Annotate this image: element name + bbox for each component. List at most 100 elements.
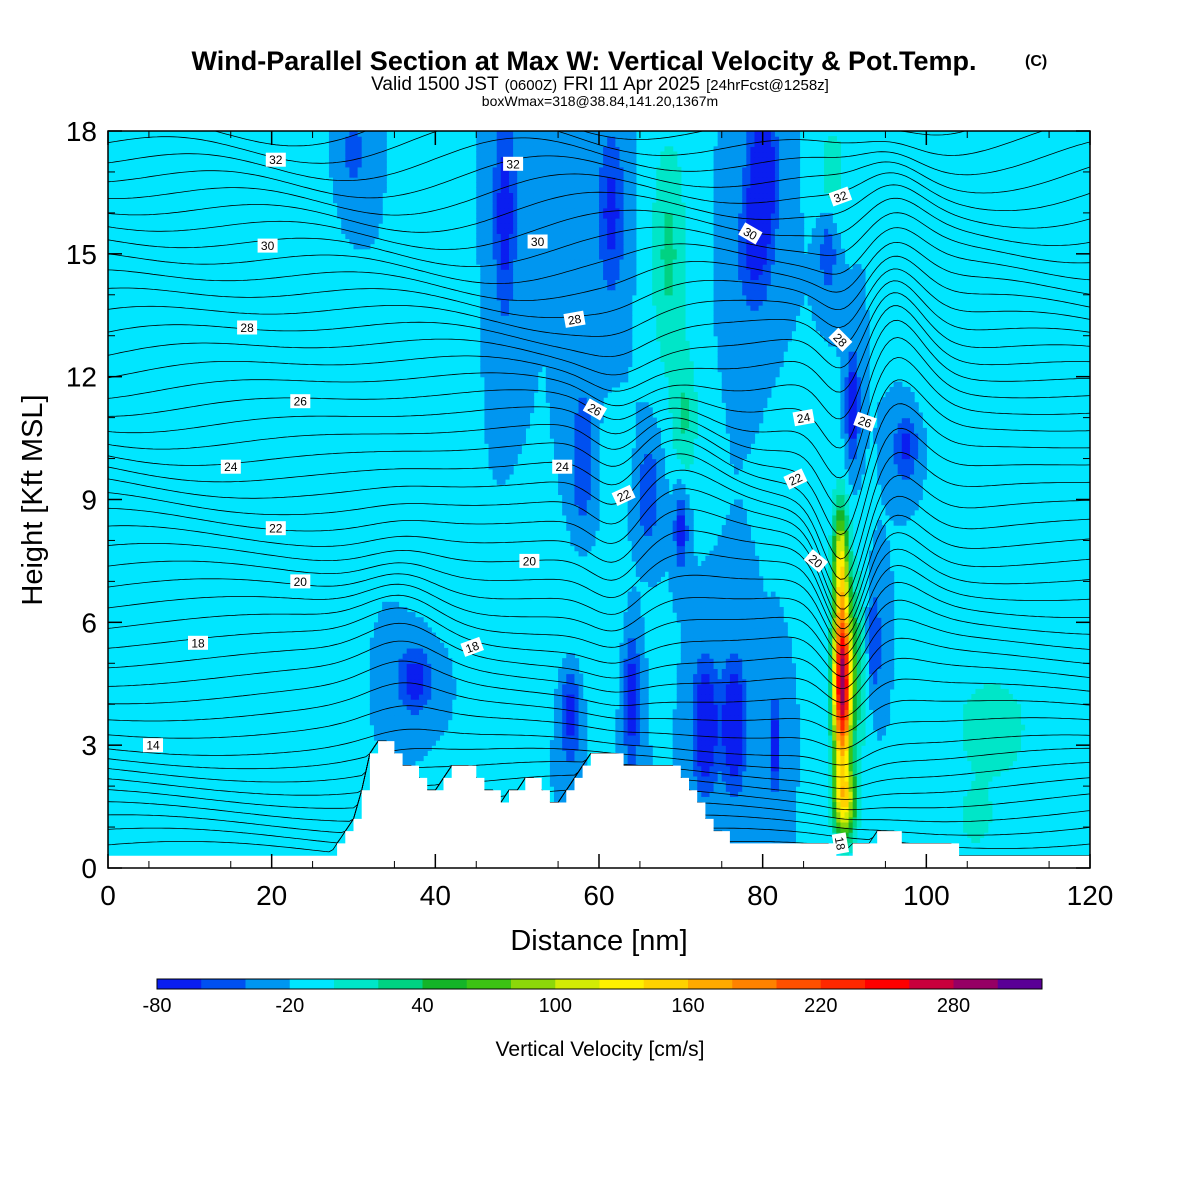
velocity-cell (766, 601, 772, 608)
velocity-cell (869, 699, 874, 705)
velocity-cell (987, 811, 993, 818)
velocity-cell (734, 530, 739, 536)
velocity-cell (558, 791, 563, 797)
velocity-cell (873, 566, 878, 572)
velocity-cell (635, 647, 641, 654)
velocity-cell (750, 693, 756, 700)
velocity-cell (991, 750, 997, 756)
velocity-cell (594, 458, 600, 465)
velocity-cell (909, 438, 915, 444)
velocity-cell (918, 494, 923, 501)
velocity-cell (504, 427, 510, 434)
velocity-cell (995, 704, 1001, 710)
velocity-cell (439, 642, 445, 649)
velocity-cell (574, 704, 580, 710)
velocity-cell (660, 550, 666, 557)
velocity-cell (664, 509, 670, 516)
velocity-cell (697, 632, 702, 639)
velocity-cell (729, 668, 735, 675)
velocity-cell (889, 438, 895, 444)
velocity-cell (582, 734, 588, 741)
velocity-cell (791, 832, 796, 838)
velocity-cell (717, 688, 723, 695)
velocity-cell (639, 550, 645, 557)
velocity-cell (713, 601, 719, 608)
velocity-cell (693, 786, 698, 792)
velocity-cell (774, 622, 780, 629)
velocity-cell (734, 770, 739, 777)
velocity-cell (754, 729, 760, 736)
velocity-cell (852, 837, 858, 844)
velocity-cell (635, 566, 641, 572)
velocity-cell (983, 714, 989, 721)
velocity-cell (406, 668, 412, 675)
velocity-cell (791, 780, 796, 787)
velocity-cell (447, 714, 453, 721)
velocity-cell (885, 719, 891, 726)
velocity-cell (983, 688, 989, 695)
velocity-cell (779, 801, 784, 808)
velocity-cell (652, 484, 657, 490)
velocity-cell (742, 796, 747, 803)
velocity-cell (844, 693, 850, 700)
velocity-cell (676, 432, 682, 439)
velocity-cell (676, 494, 682, 501)
velocity-cell (729, 658, 735, 664)
velocity-cell (689, 438, 694, 444)
velocity-cell (701, 637, 706, 644)
velocity-cell (664, 484, 670, 490)
velocity-cell (717, 622, 723, 629)
velocity-cell (656, 566, 661, 572)
velocity-cell (754, 622, 760, 629)
velocity-cell (697, 566, 702, 572)
velocity-cell (975, 714, 981, 721)
velocity-cell (877, 479, 882, 485)
velocity-cell (836, 622, 842, 629)
velocity-cell (652, 448, 657, 455)
velocity-cell (779, 632, 784, 639)
velocity-cell (639, 448, 645, 455)
velocity-cell (684, 755, 690, 762)
velocity-cell (750, 709, 756, 716)
velocity-cell (762, 729, 768, 736)
velocity-cell (729, 540, 735, 547)
velocity-cell (750, 688, 756, 695)
velocity-cell (840, 811, 846, 818)
velocity-cell (873, 683, 878, 690)
velocity-cell (734, 821, 739, 828)
velocity-cell (734, 775, 739, 782)
velocity-cell (746, 724, 751, 731)
velocity-cell (418, 653, 424, 659)
velocity-cell (754, 673, 760, 680)
velocity-cell (689, 760, 694, 767)
velocity-cell (668, 571, 674, 577)
velocity-cell (742, 443, 747, 449)
velocity-cell (762, 653, 768, 659)
velocity-cell (746, 448, 751, 455)
velocity-cell (774, 693, 780, 700)
velocity-cell (828, 586, 833, 593)
velocity-cell (1004, 704, 1009, 710)
velocity-cell (414, 740, 420, 746)
velocity-cell (721, 770, 727, 777)
velocity-cell (877, 540, 882, 547)
velocity-cell (439, 658, 445, 664)
velocity-cell (746, 632, 751, 639)
velocity-cell (979, 688, 985, 695)
velocity-cell (725, 770, 731, 777)
velocity-cell (746, 673, 751, 680)
velocity-cell (656, 463, 661, 470)
velocity-cell (975, 724, 981, 731)
velocity-cell (750, 668, 756, 675)
velocity-cell (414, 688, 420, 695)
velocity-cell (664, 504, 670, 511)
velocity-cell (574, 509, 580, 516)
velocity-cell (693, 719, 698, 726)
velocity-cell (717, 719, 723, 726)
velocity-cell (418, 678, 424, 685)
velocity-cell (1008, 714, 1013, 721)
velocity-cell (423, 632, 428, 639)
velocity-cell (725, 811, 731, 818)
velocity-cell (999, 709, 1005, 716)
velocity-cell (594, 438, 600, 444)
